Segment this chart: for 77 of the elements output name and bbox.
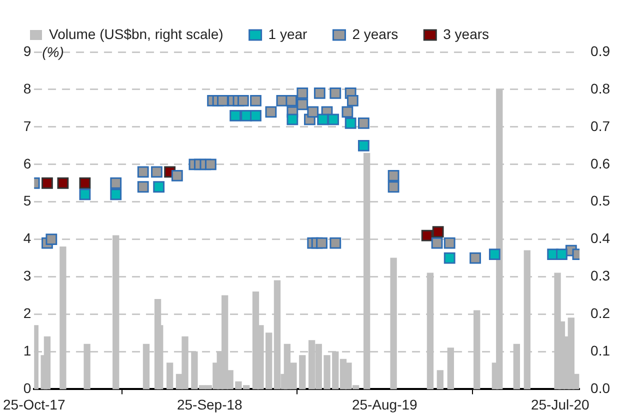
point bbox=[432, 226, 444, 238]
y-tick-label: 5 bbox=[23, 192, 32, 209]
bar bbox=[299, 355, 306, 390]
x-tick-label: 25-Oct-17 bbox=[3, 396, 66, 412]
point bbox=[431, 237, 443, 249]
y2-tick-label: 0.4 bbox=[590, 230, 610, 246]
bar bbox=[166, 362, 174, 390]
legend-label: 3 years bbox=[443, 26, 490, 42]
point bbox=[296, 98, 308, 110]
point bbox=[317, 114, 329, 126]
point bbox=[137, 181, 149, 193]
y-tick-label: 7 bbox=[23, 118, 32, 134]
y-tick-label: 6 bbox=[23, 155, 32, 172]
y-tick-label: 4 bbox=[23, 230, 32, 246]
point bbox=[296, 88, 308, 99]
y2-tick-label: 0.5 bbox=[590, 192, 610, 209]
point bbox=[421, 230, 433, 242]
point bbox=[344, 117, 356, 129]
point bbox=[328, 114, 339, 126]
point bbox=[388, 181, 400, 193]
point bbox=[265, 106, 277, 118]
bar bbox=[436, 370, 444, 390]
y-tick-label: 2 bbox=[23, 305, 32, 322]
x-tick-label: 25-Aug-19 bbox=[352, 396, 418, 412]
point bbox=[307, 106, 319, 118]
point bbox=[153, 181, 165, 193]
point bbox=[230, 110, 242, 122]
y2-tick-label: 0.0 bbox=[590, 380, 610, 396]
point bbox=[250, 95, 262, 106]
point bbox=[330, 88, 342, 99]
point bbox=[57, 177, 69, 189]
point bbox=[110, 177, 122, 189]
point bbox=[110, 188, 122, 200]
point bbox=[358, 117, 370, 129]
point bbox=[314, 88, 326, 99]
y2-tick-label: 0.2 bbox=[590, 305, 610, 322]
point bbox=[237, 95, 249, 106]
y2-tick-label: 0.9 bbox=[590, 42, 610, 59]
y2-tick-label: 0.7 bbox=[590, 118, 610, 134]
y2-tick-label: 0.6 bbox=[590, 155, 610, 172]
x-tick-label: 25-Sep-18 bbox=[176, 396, 243, 412]
legend-label: 1 year bbox=[268, 26, 308, 42]
point bbox=[46, 234, 58, 246]
legend-label: 2 years bbox=[352, 26, 398, 42]
point bbox=[346, 95, 358, 106]
point bbox=[358, 140, 370, 152]
y-tick-label: 3 bbox=[23, 268, 32, 284]
y2-tick-label: 0.3 bbox=[590, 268, 610, 284]
point bbox=[330, 237, 342, 249]
point bbox=[286, 114, 298, 126]
point bbox=[79, 177, 91, 189]
y-tick-label: 8 bbox=[23, 80, 32, 96]
point bbox=[316, 237, 328, 249]
point bbox=[79, 188, 91, 200]
point bbox=[137, 166, 149, 178]
point bbox=[444, 237, 456, 249]
point bbox=[444, 252, 456, 264]
y2-tick-label: 0.1 bbox=[590, 342, 610, 359]
point bbox=[171, 170, 183, 182]
point bbox=[151, 166, 162, 178]
point bbox=[388, 170, 400, 182]
point bbox=[217, 95, 228, 106]
point bbox=[42, 177, 53, 189]
y2-tick-label: 0.8 bbox=[590, 80, 610, 96]
point bbox=[556, 248, 568, 260]
y-tick-label: 0 bbox=[23, 380, 32, 396]
point bbox=[470, 252, 481, 264]
point bbox=[286, 95, 298, 106]
y-tick-label: 9 bbox=[23, 42, 32, 59]
y-axis-title: (%) bbox=[42, 44, 64, 60]
y-tick-label: 1 bbox=[23, 342, 32, 359]
point bbox=[342, 106, 354, 118]
point bbox=[250, 110, 262, 122]
point bbox=[488, 248, 500, 260]
x-tick-label: 25-Jul-20 bbox=[530, 396, 590, 412]
point bbox=[204, 158, 216, 170]
legend-label: Volume (US$bn, right scale) bbox=[49, 26, 224, 42]
